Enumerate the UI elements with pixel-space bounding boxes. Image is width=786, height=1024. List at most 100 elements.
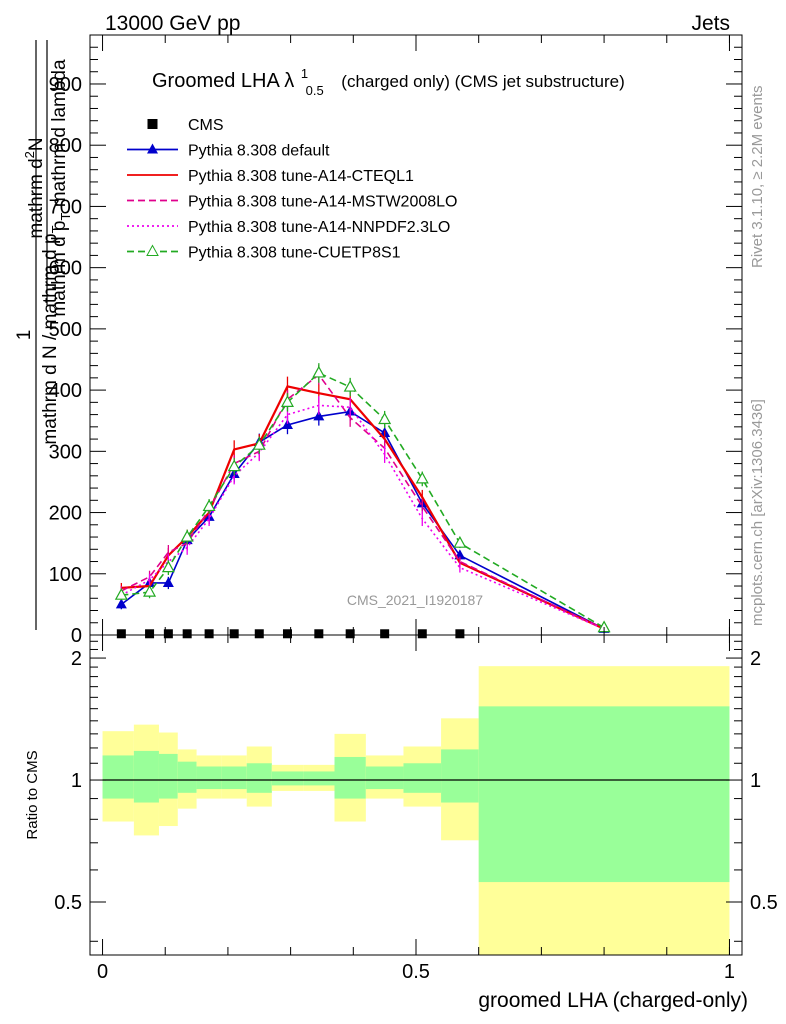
svg-text:mathrm d pT mathrm d lambda: mathrm d pT mathrm d lambda (49, 59, 73, 317)
legend-label: Pythia 8.308 default (188, 143, 330, 160)
inner-band-bin (196, 766, 222, 790)
data-point (143, 584, 157, 597)
main-y-tick-label: 700 (49, 196, 82, 218)
data-point (182, 629, 192, 639)
data-point (378, 412, 392, 425)
inner-band-bin (271, 771, 304, 786)
data-point (204, 629, 214, 639)
data-point (415, 471, 429, 484)
watermark: CMS_2021_I1920187 (347, 592, 483, 608)
data-point (145, 629, 155, 639)
legend-item: Pythia 8.308 default (127, 143, 330, 160)
x-tick-label: 0.5 (402, 961, 430, 983)
data-point (114, 587, 128, 600)
series-line (121, 372, 605, 629)
legend-label: Pythia 8.308 tune-A14-MSTW2008LO (188, 194, 457, 211)
inner-band-bin (478, 706, 730, 883)
data-point (345, 629, 355, 639)
inner-band-bin (303, 771, 335, 786)
legend-item: Pythia 8.308 tune-A14-NNPDF2.3LO (127, 219, 450, 236)
inner-band-bin (133, 750, 159, 803)
data-point (282, 629, 292, 639)
main-y-tick-label: 300 (49, 441, 82, 463)
data-point (281, 419, 293, 429)
data-point (162, 576, 174, 587)
data-point (202, 499, 216, 512)
data-point (163, 629, 173, 639)
legend-item: Pythia 8.308 tune-CUETP8S1 (127, 244, 401, 262)
x-tick-label: 0 (97, 961, 108, 983)
data-point (313, 410, 325, 421)
inner-band-bin (102, 755, 134, 799)
inner-band-bin (441, 749, 479, 803)
data-point (453, 535, 467, 548)
data-point (314, 629, 324, 639)
ratio-y-tick-label-right: 0.5 (750, 892, 778, 914)
data-point (116, 629, 126, 639)
inner-band-bin (158, 753, 178, 799)
x-axis-label: groomed LHA (charged-only) (478, 989, 748, 1012)
svg-text:1: 1 (14, 330, 35, 341)
series-line (121, 385, 605, 630)
x-tick-label: 1 (724, 961, 735, 983)
data-point (229, 629, 239, 639)
main-y-tick-label: 900 (49, 74, 82, 96)
main-y-tick-label: 500 (49, 319, 82, 341)
legend-marker (146, 244, 159, 256)
data-point (252, 437, 266, 450)
data-point (280, 395, 294, 407)
data-point (254, 629, 264, 639)
mcplots-label: mcplots.cern.ch [arXiv:1306.3436] (749, 399, 766, 626)
data-point (312, 365, 326, 378)
main-y-tick-label: 200 (49, 503, 82, 525)
series-0 (116, 629, 465, 639)
inner-band-bin (334, 756, 366, 799)
legend-label: Pythia 8.308 tune-A14-CTEQL1 (188, 168, 414, 185)
legend-item: CMS (147, 117, 224, 134)
series-4 (120, 396, 605, 631)
legend-label: Pythia 8.308 tune-CUETP8S1 (188, 245, 401, 262)
svg-text:mathrm d2N: mathrm d2N (22, 137, 47, 238)
ratio-y-tick-label-right: 2 (750, 648, 761, 670)
rivet-version-label: Rivet 3.1.10, ≥ 2.2M events (749, 86, 766, 269)
main-y-tick-label: 400 (49, 380, 82, 402)
legend-item: Pythia 8.308 tune-A14-MSTW2008LO (127, 194, 457, 211)
data-point (380, 629, 390, 639)
main-y-axis-label: 1 mathrm d N / mathrm d pT mathrm d2N ma… (14, 40, 73, 630)
data-point (227, 459, 241, 472)
main-y-tick-label: 0 (71, 625, 82, 647)
legend: CMS Pythia 8.308 default Pythia 8.308 tune… (127, 117, 457, 262)
main-y-tick-label: 100 (49, 564, 82, 586)
ratio-y-tick-label: 2 (71, 648, 82, 670)
main-plot-title: Groomed LHA λ 1 0.5 (charged only) (CMS … (152, 61, 625, 100)
legend-marker (147, 143, 158, 154)
main-plot: 0 100 200 300 400 500 600 700 800 900 CMS Pythia 8… (14, 34, 743, 647)
header-process: 13000 GeV pp (105, 12, 240, 35)
ratio-y-tick-label: 1 (71, 770, 82, 792)
ratio-y-axis-label: Ratio to CMS (24, 750, 41, 839)
inner-band-bin (177, 761, 197, 793)
main-y-tick-label: 800 (49, 135, 82, 157)
series-3 (120, 365, 605, 631)
legend-label: CMS (188, 117, 224, 134)
main-y-tick-label: 600 (49, 258, 82, 280)
data-point (343, 379, 357, 392)
inner-band-bin (221, 766, 247, 790)
series-5 (114, 363, 611, 633)
series-line (120, 404, 605, 630)
legend-item: Pythia 8.308 tune-A14-CTEQL1 (127, 168, 414, 185)
data-point (180, 529, 194, 542)
data-point (115, 598, 127, 609)
legend-label: Pythia 8.308 tune-A14-NNPDF2.3LO (188, 219, 450, 236)
inner-band-bin (365, 766, 404, 790)
series-line (120, 373, 605, 630)
svg-text:mathrm d N / mathrm d pT: mathrm d N / mathrm d pT (40, 225, 64, 444)
header-category: Jets (691, 12, 730, 35)
ratio-plot: 0.5 0.5 1 1 2 2 0 0.5 1 Ratio to CMS groomed LHA… (24, 634, 778, 1012)
ratio-y-tick-label-right: 1 (750, 770, 761, 792)
inner-band-bin (403, 763, 442, 793)
ratio-y-tick-label: 0.5 (54, 892, 82, 914)
data-point (161, 560, 175, 573)
data-point (455, 629, 465, 639)
